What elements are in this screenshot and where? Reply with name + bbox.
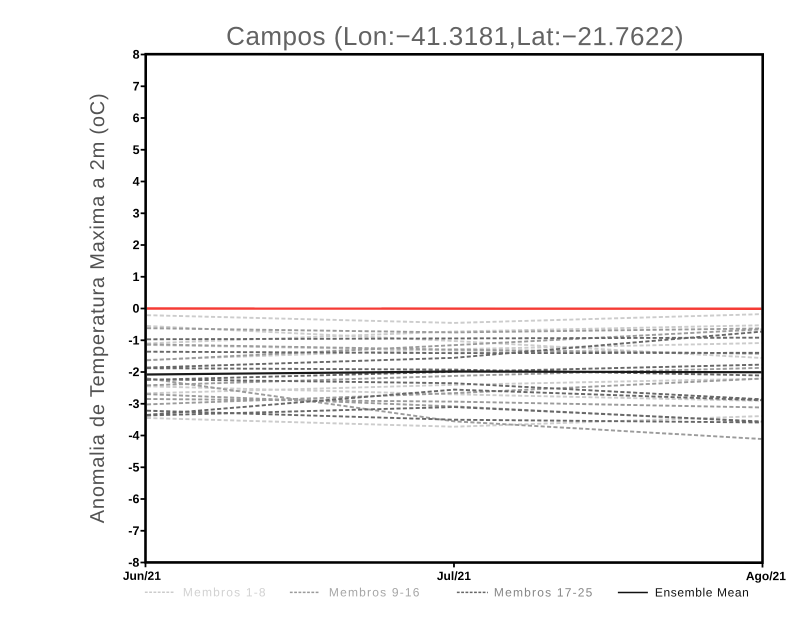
- svg-text:6: 6: [133, 111, 140, 125]
- svg-text:-1: -1: [128, 333, 139, 347]
- svg-text:1: 1: [133, 270, 140, 284]
- svg-text:-4: -4: [128, 429, 139, 443]
- svg-text:-8: -8: [128, 556, 139, 570]
- svg-text:Membros 9-16: Membros 9-16: [329, 585, 421, 599]
- svg-text:Membros 17-25: Membros 17-25: [494, 585, 594, 599]
- svg-text:0: 0: [133, 302, 140, 316]
- svg-text:Jun/21: Jun/21: [123, 569, 161, 583]
- svg-text:Ensemble Mean: Ensemble Mean: [655, 586, 750, 600]
- svg-text:-2: -2: [128, 365, 139, 379]
- svg-text:-3: -3: [128, 397, 139, 411]
- svg-text:7: 7: [133, 79, 140, 93]
- svg-text:-6: -6: [128, 492, 139, 506]
- svg-text:Campos (Lon:−41.3181,Lat:−21.7: Campos (Lon:−41.3181,Lat:−21.7622): [226, 21, 684, 51]
- svg-text:-5: -5: [128, 460, 139, 474]
- svg-text:4: 4: [133, 175, 140, 189]
- svg-text:Membros 1-8: Membros 1-8: [183, 585, 267, 599]
- svg-text:8: 8: [133, 48, 140, 62]
- svg-text:Ago/21: Ago/21: [746, 569, 786, 583]
- svg-text:-7: -7: [128, 524, 139, 538]
- svg-text:2: 2: [133, 238, 140, 252]
- svg-text:Jul/21: Jul/21: [437, 569, 471, 583]
- svg-text:3: 3: [133, 206, 140, 220]
- svg-text:5: 5: [133, 143, 140, 157]
- svg-text:Anomalia de Temperatura Maxima: Anomalia de Temperatura Maxima a 2m (oC): [87, 93, 109, 524]
